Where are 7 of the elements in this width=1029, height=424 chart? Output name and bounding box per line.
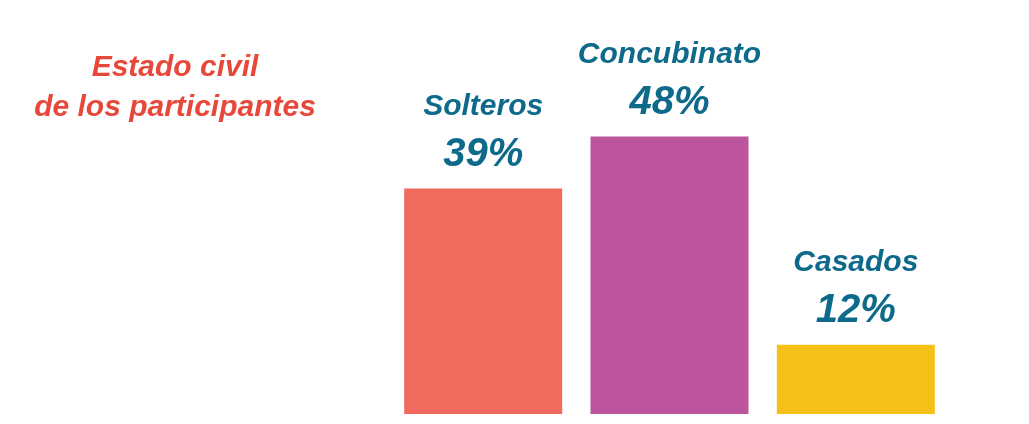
data-label: 39% xyxy=(443,129,524,174)
data-label: 48% xyxy=(628,77,710,122)
data-label: 12% xyxy=(815,285,896,330)
x-tick-label: Casados xyxy=(793,244,919,278)
x-tick-label: Concubinato xyxy=(577,36,762,70)
x-tick-label: Solteros xyxy=(423,88,544,122)
chart-title: Estado civil de los participantes xyxy=(34,48,316,122)
